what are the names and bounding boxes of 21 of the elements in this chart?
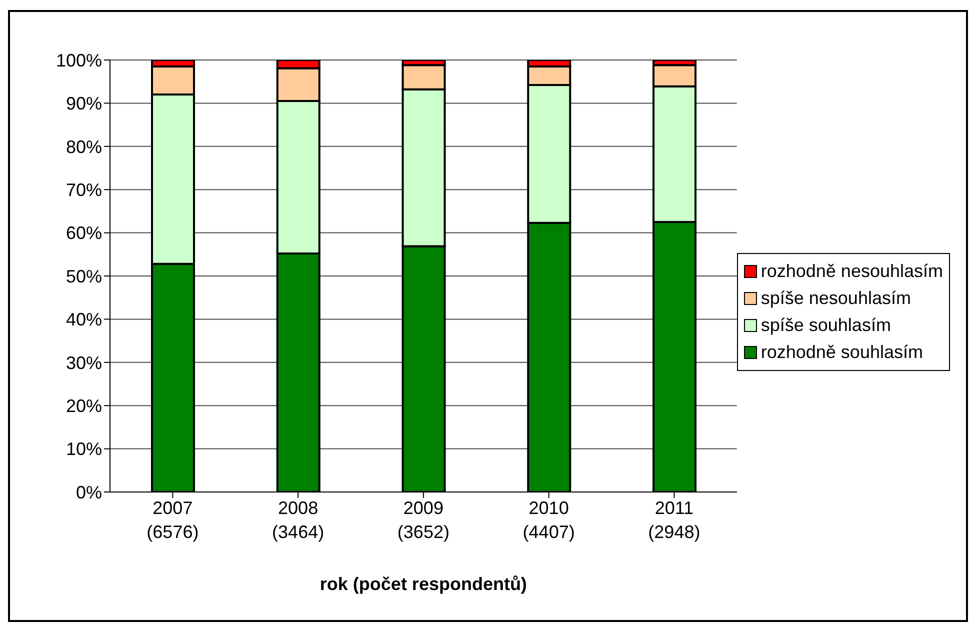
legend-label: rozhodně nesouhlasím bbox=[760, 261, 943, 282]
legend-label: spíše nesouhlasím bbox=[760, 288, 911, 309]
y-tick-label: 60% bbox=[66, 223, 102, 244]
y-tick-label: 20% bbox=[66, 396, 102, 416]
legend-label: spíše souhlasím bbox=[760, 315, 891, 336]
y-tick-label: 50% bbox=[66, 266, 102, 286]
y-tick-label: 90% bbox=[66, 94, 102, 114]
x-tick-label: 2011 (2948) bbox=[648, 498, 700, 542]
x-tick-label: 2009 (3652) bbox=[397, 498, 450, 542]
y-tick-label: 0% bbox=[76, 482, 102, 502]
y-tick-label: 80% bbox=[66, 136, 102, 157]
legend-label: rozhodně souhlasím bbox=[760, 342, 923, 363]
y-tick-label: 70% bbox=[66, 180, 102, 200]
y-tick-label: 30% bbox=[66, 352, 102, 373]
x-tick-label: 2010 (4407) bbox=[522, 498, 575, 542]
x-axis-title: rok (počet respondentů) bbox=[320, 574, 527, 594]
y-tick-label: 10% bbox=[66, 439, 102, 460]
y-tick-label: 40% bbox=[66, 310, 102, 330]
x-tick-label: 2008 (3464) bbox=[272, 498, 324, 542]
y-tick-label: 100% bbox=[56, 50, 102, 70]
x-tick-label: 2007 (6576) bbox=[146, 498, 199, 542]
